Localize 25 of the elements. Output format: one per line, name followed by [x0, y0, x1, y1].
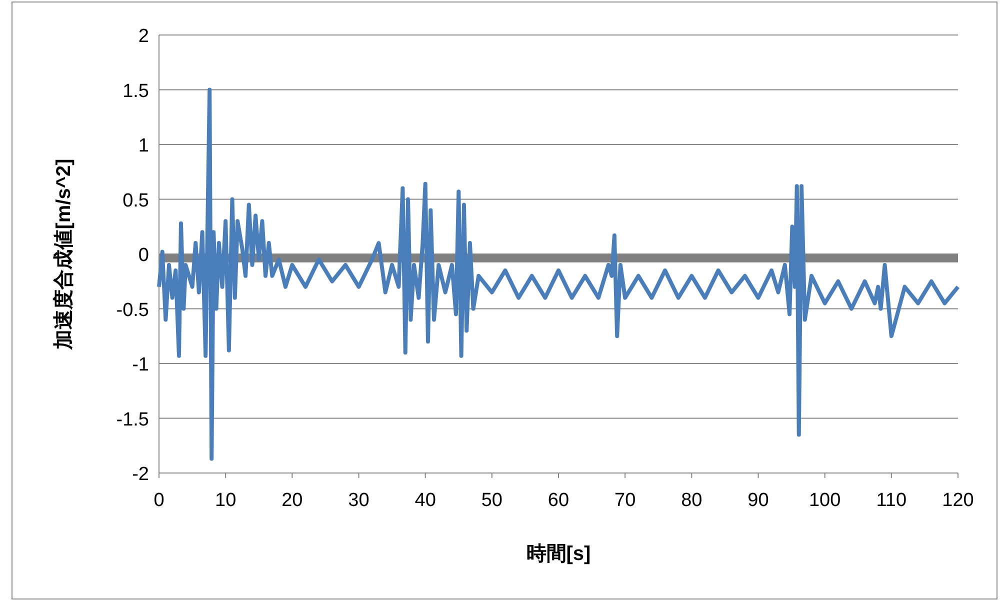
- x-tick-label: 50: [481, 490, 502, 511]
- x-axis-title: 時間[s]: [526, 543, 591, 565]
- y-tick-label: -1.5: [116, 409, 149, 430]
- x-tick-label: 40: [414, 490, 436, 511]
- x-tick-label: 100: [808, 490, 841, 511]
- x-tick-label: 0: [154, 490, 164, 511]
- y-tick-label: 1: [138, 136, 149, 156]
- y-tick-label: -1: [132, 354, 149, 376]
- x-tick-label: 120: [942, 490, 974, 511]
- y-tick-label: -2: [132, 464, 149, 485]
- x-tick-label: 20: [282, 490, 303, 511]
- y-tick-label: 0.5: [122, 190, 149, 212]
- x-tick-label: 70: [614, 490, 636, 511]
- line-series: [157, 88, 960, 461]
- y-tick-label: -0.5: [116, 300, 149, 321]
- y-tick-label: 2: [138, 26, 149, 47]
- x-tick-label: 90: [748, 490, 769, 511]
- x-tick-label: 10: [215, 490, 236, 511]
- x-tick-label: 80: [681, 490, 702, 511]
- x-tick-label: 110: [876, 490, 907, 511]
- y-tick-label: 1.5: [122, 80, 149, 102]
- y-tick-label: 0: [138, 245, 149, 266]
- x-tick-label: 30: [348, 490, 370, 511]
- x-tick-label: 60: [548, 490, 570, 511]
- y-axis-title: 加速度合成値[m/s^2]: [52, 158, 75, 350]
